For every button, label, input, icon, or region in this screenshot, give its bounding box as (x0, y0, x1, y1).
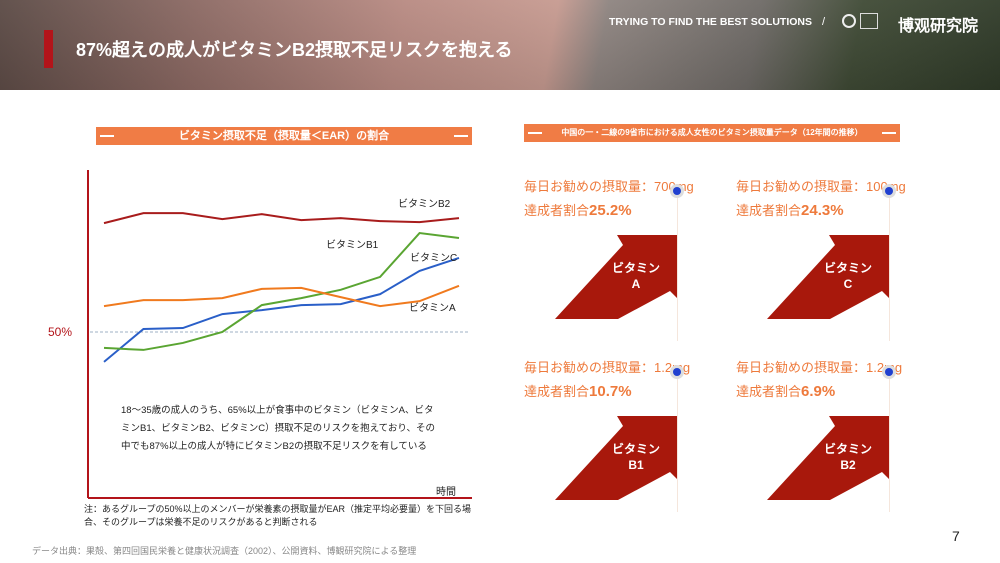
vitamin-type: B2 (840, 458, 856, 472)
series-label-a: ビタミンA (409, 303, 456, 314)
right-section-title: 中国の一・二線の9省市における成人女性のビタミン摂取量データ（12年間の推移） (524, 124, 900, 142)
rate-label: 達成者割合 (736, 203, 802, 218)
marker-dot (885, 187, 893, 195)
brand-name: 博观研究院 (898, 16, 979, 35)
vitamin-name: ビタミン B1 (606, 441, 666, 473)
achievement-rate: 達成者割合10.7% (524, 381, 632, 400)
title-accent-bar (44, 30, 53, 68)
achievement-rate: 達成者割合6.9% (736, 381, 835, 400)
rate-label: 達成者割合 (736, 384, 802, 399)
connector-line (889, 372, 890, 512)
achievement-rate: 達成者割合24.3% (736, 200, 844, 219)
recommended-intake: 毎日お勧めの摂取量：1.2mg (736, 360, 903, 375)
recommended-intake: 毎日お勧めの摂取量：100mg (736, 179, 906, 194)
vitamin-arrow-icon (767, 416, 889, 500)
vitamin-type: B1 (628, 458, 644, 472)
data-source: データ出典：果殻、第四回国民栄養と健康状況調査（2002）、公開資料、博観研究院… (32, 546, 417, 556)
connector-line (889, 191, 890, 341)
vitamin-type: A (631, 277, 641, 291)
rate-value: 25.2% (589, 202, 632, 219)
rate-value: 6.9% (801, 383, 836, 400)
series-line-3 (103, 284, 460, 308)
recommended-intake: 毎日お勧めの摂取量：700mg (524, 179, 694, 194)
x-axis-label: 時間 (436, 487, 456, 498)
separator: / (822, 16, 826, 28)
vitamin-label: ビタミン (823, 442, 872, 456)
marker-dot (885, 368, 893, 376)
logo-mark-icon (860, 13, 878, 29)
vitamin-name: ビタミン B2 (818, 441, 878, 473)
vitamin-type: C (843, 277, 853, 291)
recommended-intake: 毎日お勧めの摂取量：1.2mg (524, 360, 691, 375)
rate-value: 10.7% (589, 383, 632, 400)
logo-circle-icon (842, 14, 856, 28)
rate-value: 24.3% (801, 202, 844, 219)
marker-dot (673, 187, 681, 195)
vitamin-name: ビタミン A (606, 260, 666, 292)
connector-line (677, 191, 678, 341)
reference-line-label: 50% (48, 325, 73, 339)
series-label-b1: ビタミンB1 (326, 240, 379, 251)
rate-label: 達成者割合 (524, 384, 590, 399)
page-number: 7 (952, 528, 960, 544)
vitamin-label: ビタミン (823, 261, 872, 275)
tagline: TRYING TO FIND THE BEST SOLUTIONS (608, 16, 812, 28)
footnote: 注：あるグループの50%以上のメンバーが栄養素の摂取量がEAR（推定平均必要量）… (84, 504, 471, 527)
series-line-1 (103, 257, 460, 363)
vitamin-arrow-icon (555, 235, 677, 319)
achievement-rate: 達成者割合25.2% (524, 200, 632, 219)
rate-label: 達成者割合 (524, 203, 590, 218)
series-label-c: ビタミンC (410, 253, 458, 264)
vitamin-label: ビタミン (611, 261, 660, 275)
connector-line (677, 372, 678, 512)
marker-dot (673, 368, 681, 376)
left-section-title: ビタミン摂取不足（摂取量＜EAR）の割合 (96, 127, 472, 145)
page-title: 87%超えの成人がビタミンB2摂取不足リスクを抱える (76, 40, 513, 60)
series-label-b2: ビタミンB2 (398, 199, 451, 210)
header-banner (0, 0, 1000, 90)
vitamin-name: ビタミン C (818, 260, 878, 292)
vitamin-arrow-icon (767, 235, 889, 319)
vitamin-arrow-icon (555, 416, 677, 500)
series-line-0 (103, 212, 460, 225)
summary-text: 18〜35歳の成人のうち、65%以上が食事中のビタミン（ビタミンA、ビタミンB1… (121, 405, 435, 452)
vitamin-label: ビタミン (611, 442, 660, 456)
series-line-2 (103, 232, 460, 351)
